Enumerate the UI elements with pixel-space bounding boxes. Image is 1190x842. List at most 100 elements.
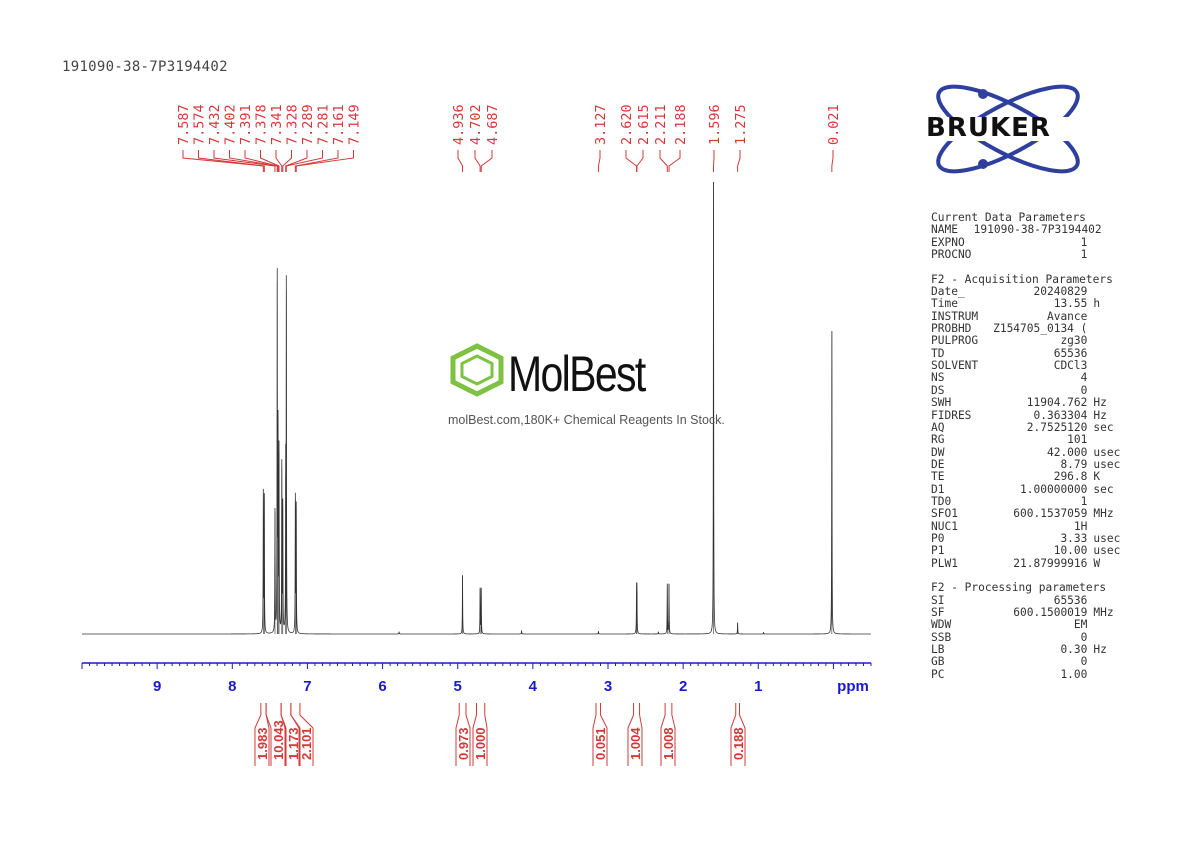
- parameter-key: Date_: [931, 285, 965, 299]
- peak-label: 1.596: [707, 104, 723, 145]
- peak-label-connector: [285, 150, 308, 172]
- parameter-value: 1: [1080, 248, 1088, 262]
- peak-label: 7.391: [238, 104, 254, 145]
- parameter-row: PROCNO 1: [931, 248, 1121, 262]
- parameter-value: 1: [1080, 494, 1088, 508]
- parameter-unit: h: [1093, 297, 1101, 311]
- parameter-value: 0: [1080, 383, 1088, 397]
- peak-label-connector: [597, 150, 601, 172]
- bruker-logo-text: BRUKER: [926, 113, 1051, 143]
- parameter-key: GB: [931, 655, 945, 669]
- parameter-key: PROCNO: [931, 248, 972, 262]
- parameter-key: LB: [931, 643, 945, 657]
- parameter-key: NAME: [931, 223, 958, 237]
- parameter-row: SI 65536: [931, 593, 1121, 607]
- integral-value: 1.983: [255, 727, 270, 760]
- spectrum: [82, 181, 871, 635]
- parameter-key: NUC1: [931, 519, 958, 533]
- parameter-row: NUC1 1H: [931, 519, 1121, 533]
- parameter-value: Z154705_0134 (: [993, 322, 1088, 336]
- integral-bracket: [299, 703, 314, 766]
- parameter-unit: [1087, 669, 1121, 681]
- parameter-row: WDW EM: [931, 618, 1121, 632]
- parameter-value: 2.7525120: [1026, 420, 1088, 434]
- parameter-unit: MHz: [1093, 507, 1114, 521]
- parameter-value: EM: [1073, 618, 1088, 632]
- parameter-row: EXPNO 1: [931, 235, 1121, 249]
- parameter-key: P1: [931, 544, 945, 558]
- parameter-row: P0 3.33 usec: [931, 531, 1121, 545]
- parameter-unit: usec: [1093, 457, 1121, 471]
- integral-bracket: [484, 703, 488, 766]
- parameter-section-title: Current Data Parameters: [931, 211, 1086, 224]
- integral-bracket: [290, 703, 300, 766]
- peak-label: 2.620: [619, 104, 635, 145]
- parameter-key: PULPROG: [931, 334, 979, 348]
- parameter-unit: Hz: [1093, 396, 1107, 410]
- parameter-unit: K: [1093, 470, 1101, 484]
- parameter-value: CDCl3: [1053, 359, 1088, 373]
- integral-value: 1.173: [286, 727, 301, 760]
- parameter-unit: [1087, 311, 1121, 323]
- parameter-row: GB 0: [931, 655, 1121, 669]
- parameter-row: AQ 2.7525120 sec: [931, 420, 1121, 434]
- parameter-value: 191090-38-7P3194402: [973, 223, 1102, 237]
- integral-bracket: [739, 703, 746, 766]
- peak-label-connector: [229, 150, 278, 172]
- peak-label: 7.574: [192, 104, 208, 145]
- parameter-unit: sec: [1093, 482, 1114, 496]
- parameter-key: Time: [931, 297, 958, 311]
- parameter-key: FIDRES: [931, 408, 972, 422]
- peak-label-connector: [457, 150, 464, 172]
- integral-value: 1.004: [628, 727, 643, 760]
- parameter-unit: [1087, 237, 1121, 249]
- parameter-unit: usec: [1093, 445, 1121, 459]
- bruker-logo: BRUKER: [922, 83, 1094, 179]
- parameter-value: 10.00: [1053, 544, 1088, 558]
- peak-label: 7.149: [347, 104, 363, 145]
- parameter-row: P1 10.00 usec: [931, 544, 1121, 558]
- peak-label-connector: [285, 150, 323, 172]
- parameter-row: DE 8.79 usec: [931, 457, 1121, 471]
- parameter-value: 101: [1067, 433, 1088, 447]
- parameter-unit: MHz: [1093, 606, 1114, 619]
- integral-bracket: [265, 703, 272, 766]
- integral-value: 0.188: [731, 727, 746, 760]
- peak-label-connector: [480, 150, 493, 172]
- peak-label: 7.587: [176, 104, 192, 145]
- parameter-row: RG 101: [931, 433, 1121, 447]
- parameter-value: 11904.762: [1026, 396, 1088, 410]
- parameter-key: DE: [931, 457, 945, 471]
- parameter-unit: [1087, 656, 1121, 668]
- tick-label: 8: [228, 678, 236, 695]
- integral-bracket: [254, 703, 262, 766]
- parameter-key: SWH: [931, 396, 952, 410]
- tick-label: 9: [153, 678, 161, 695]
- peak-label: 4.702: [468, 104, 484, 145]
- peak-label-connector: [659, 150, 668, 172]
- parameter-unit: [1087, 249, 1121, 261]
- integral-bracket: [671, 703, 676, 766]
- parameter-row: TD0 1: [931, 494, 1121, 508]
- parameter-key: SI: [931, 593, 945, 607]
- parameter-value: 600.1500019: [1013, 606, 1088, 619]
- molbest-hexagon-logo: [450, 343, 504, 397]
- parameter-row: FIDRES 0.363304 Hz: [931, 408, 1121, 422]
- integral-bracket: [592, 703, 597, 766]
- parameter-row: NS 4: [931, 372, 1121, 385]
- parameter-value: 1: [1080, 235, 1088, 249]
- peak-label: 7.161: [331, 104, 347, 145]
- integral-value: 10.043: [271, 720, 286, 760]
- parameter-key: P0: [931, 531, 945, 545]
- parameter-key: TE: [931, 470, 945, 484]
- parameter-row: TD 65536: [931, 346, 1121, 360]
- integral-bracket: [639, 703, 643, 766]
- parameter-key: TD: [931, 346, 945, 360]
- integral-bracket: [660, 703, 666, 766]
- parameter-row: SWH 11904.762 Hz: [931, 396, 1121, 410]
- peak-label: 4.687: [485, 104, 501, 145]
- parameter-row: PROBHD Z154705_0134 (: [931, 322, 1121, 336]
- parameter-key: EXPNO: [931, 235, 965, 249]
- parameter-key: PC: [931, 667, 945, 681]
- parameter-key: INSTRUM: [931, 309, 979, 323]
